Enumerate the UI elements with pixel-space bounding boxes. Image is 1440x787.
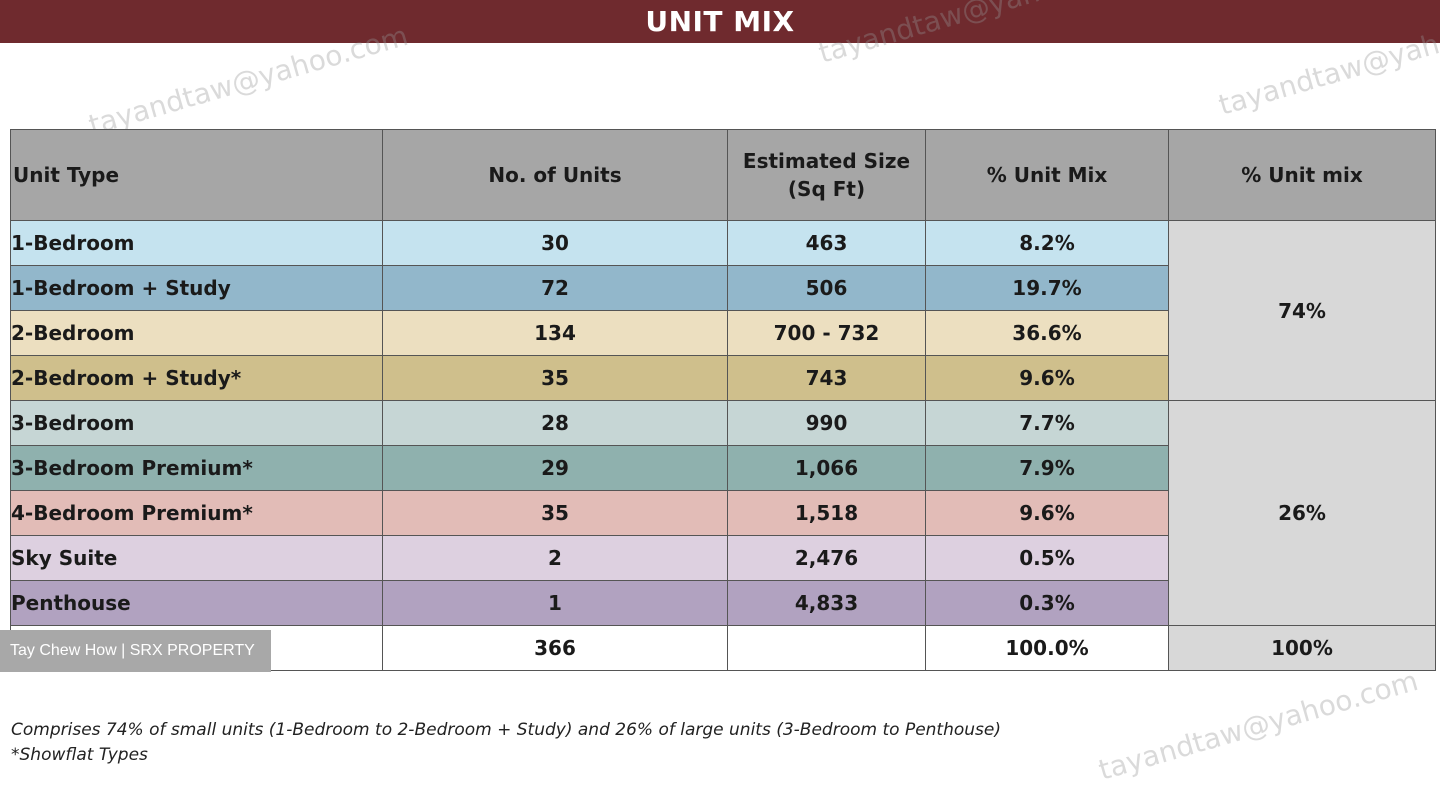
cell-pct: 8.2% [925,220,1169,266]
cell-units: 30 [382,220,728,266]
cell-pct: 9.6% [925,355,1169,401]
header-pct-unit-mix: % Unit Mix [925,129,1169,221]
table-row: 2-Bedroom 134 700 - 732 36.6% [10,310,1436,356]
cell-size: 700 - 732 [727,310,926,356]
table-row: 3-Bedroom 28 990 7.7% 26% [10,400,1436,626]
cell-size: 4,833 [727,580,926,626]
header-unit-type: Unit Type [10,129,383,221]
cell-pct: 19.7% [925,265,1169,311]
page-title: UNIT MIX [645,5,795,38]
cell-units: 29 [382,445,728,491]
cell-group-large: 26% [1168,400,1436,626]
cell-group-small: 74% [1168,220,1436,401]
cell-unit-type: 3-Bedroom Premium* [10,445,383,491]
table-row: Sky Suite 2 2,476 0.5% [10,535,1436,581]
table-row: 1-Bedroom + Study 72 506 19.7% [10,265,1436,311]
cell-total-group: 100% [1168,625,1436,671]
cell-units: 2 [382,535,728,581]
table-row: 4-Bedroom Premium* 35 1,518 9.6% [10,490,1436,536]
cell-size: 1,518 [727,490,926,536]
cell-units: 35 [382,490,728,536]
cell-total-units: 366 [382,625,728,671]
cell-unit-type: 2-Bedroom [10,310,383,356]
cell-units: 72 [382,265,728,311]
cell-total-pct: 100.0% [925,625,1169,671]
source-overlay-label: Tay Chew How | SRX PROPERTY [0,630,271,672]
cell-unit-type: Sky Suite [10,535,383,581]
cell-size: 1,066 [727,445,926,491]
header-size-line2: (Sq Ft) [787,177,866,201]
header-estimated-size: Estimated Size (Sq Ft) [727,129,926,221]
cell-units: 28 [382,400,728,446]
cell-size: 2,476 [727,535,926,581]
cell-size: 743 [727,355,926,401]
cell-unit-type: 2-Bedroom + Study* [10,355,383,401]
header-no-of-units: No. of Units [382,129,728,221]
cell-unit-type: 4-Bedroom Premium* [10,490,383,536]
header-size-line1: Estimated Size [742,149,911,173]
table-header-row: Unit Type No. of Units Estimated Size (S… [10,129,1436,221]
table-row: 1-Bedroom 30 463 8.2% 74% [10,220,1436,401]
cell-size: 506 [727,265,926,311]
cell-pct: 7.9% [925,445,1169,491]
cell-pct: 36.6% [925,310,1169,356]
cell-pct: 7.7% [925,400,1169,446]
cell-size: 463 [727,220,926,266]
cell-unit-type: Penthouse [10,580,383,626]
cell-pct: 9.6% [925,490,1169,536]
cell-unit-type: 1-Bedroom [10,220,383,266]
watermark: tayandtaw@yahoo.com [1095,663,1422,787]
cell-units: 134 [382,310,728,356]
header-pct-group: % Unit mix [1168,129,1436,221]
cell-pct: 0.3% [925,580,1169,626]
cell-total-size [727,625,926,671]
cell-units: 35 [382,355,728,401]
cell-size: 990 [727,400,926,446]
table-row: 2-Bedroom + Study* 35 743 9.6% [10,355,1436,401]
unit-mix-table: Unit Type No. of Units Estimated Size (S… [10,129,1436,671]
footnote-showflat: *Showflat Types [11,745,148,765]
cell-unit-type: 1-Bedroom + Study [10,265,383,311]
title-banner: UNIT MIX [0,0,1440,43]
cell-units: 1 [382,580,728,626]
cell-pct: 0.5% [925,535,1169,581]
table-row: Penthouse 1 4,833 0.3% [10,580,1436,626]
footnote-composition: Comprises 74% of small units (1-Bedroom … [11,720,1001,740]
cell-unit-type: 3-Bedroom [10,400,383,446]
